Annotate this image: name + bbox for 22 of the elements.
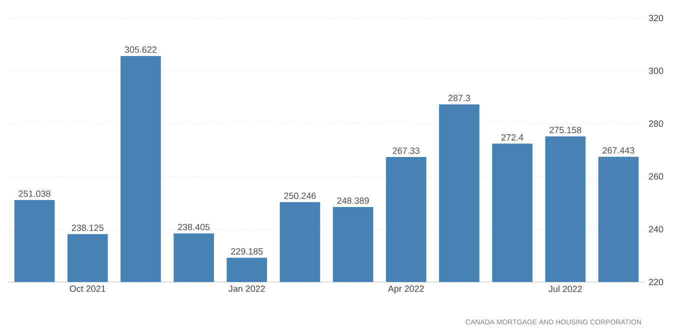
data-label: 287.3 <box>448 94 470 102</box>
y-tick-label: 260 <box>648 173 664 180</box>
x-tick-label: Jan 2022 <box>228 286 265 292</box>
y-tick-label: 300 <box>648 68 664 74</box>
data-label: 272.4 <box>502 134 524 140</box>
data-label: 238.125 <box>72 224 104 231</box>
data-label: 229.185 <box>231 248 263 255</box>
data-label: 251.038 <box>18 190 50 197</box>
data-label: 267.33 <box>392 148 420 154</box>
data-label: 248.389 <box>337 198 369 204</box>
y-tick-label: 220 <box>648 278 664 286</box>
data-label: 250.246 <box>284 192 316 199</box>
x-tick-label: Apr 2022 <box>388 286 424 294</box>
data-label: 275.158 <box>550 126 582 134</box>
y-tick-label: 240 <box>648 226 664 232</box>
data-label: 305.622 <box>124 46 156 53</box>
data-label: 267.443 <box>602 147 634 154</box>
x-tick-label: Oct 2021 <box>70 286 106 292</box>
y-tick-label: 320 <box>648 14 664 22</box>
y-tick-label: 280 <box>648 120 664 127</box>
data-label: 238.405 <box>178 224 210 230</box>
x-tick-label: Jul 2022 <box>548 286 582 292</box>
